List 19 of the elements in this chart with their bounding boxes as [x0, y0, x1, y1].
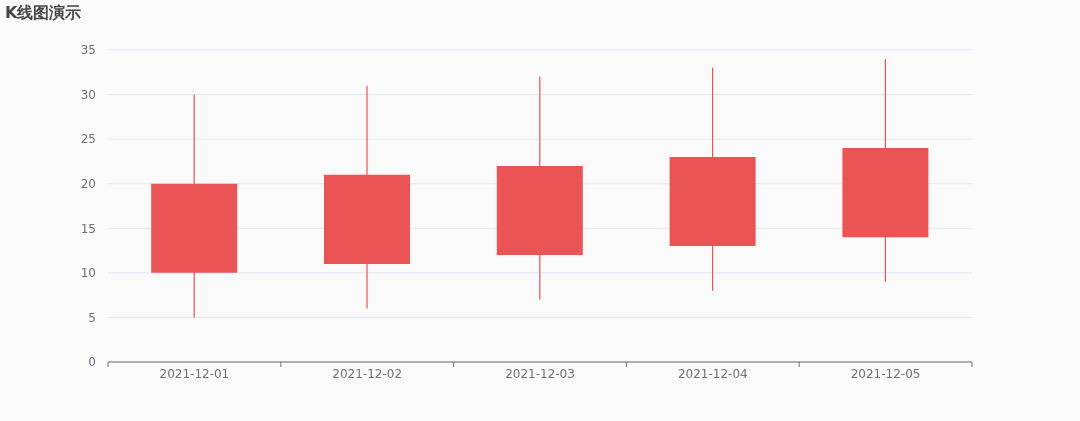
x-tick-label: 2021-12-03 — [505, 367, 575, 381]
chart-title: K线图演示 — [5, 3, 82, 24]
candlestick — [842, 58, 929, 282]
candlestick — [496, 76, 583, 300]
y-tick-label: 0 — [88, 355, 96, 370]
x-tick-label: 2021-12-05 — [850, 367, 921, 381]
x-tick-label: 2021-12-04 — [677, 367, 748, 381]
y-tick-label: 35 — [80, 43, 96, 58]
y-tick-label: 20 — [80, 176, 96, 191]
y-tick-label: 5 — [88, 310, 96, 325]
y-tick-label: 15 — [80, 221, 96, 236]
candlestick — [324, 85, 410, 309]
x-tick-label: 2021-12-01 — [159, 367, 230, 381]
y-tick-label: 10 — [80, 266, 96, 281]
candlestick — [669, 67, 756, 291]
y-tick-label: 30 — [80, 87, 96, 102]
x-tick-label: 2021-12-02 — [332, 367, 403, 381]
candlestick — [151, 94, 238, 318]
y-tick-label: 25 — [80, 132, 96, 147]
